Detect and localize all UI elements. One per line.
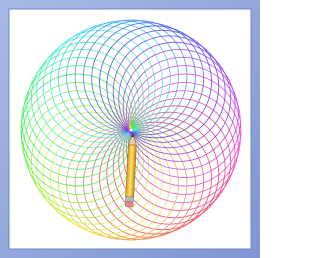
pencil-eraser [125, 202, 133, 207]
pencil-ferrule [125, 197, 133, 202]
illustration [0, 0, 260, 258]
page: (() => { const svg = document.getElement… [0, 0, 260, 258]
canvas-area [9, 9, 251, 249]
